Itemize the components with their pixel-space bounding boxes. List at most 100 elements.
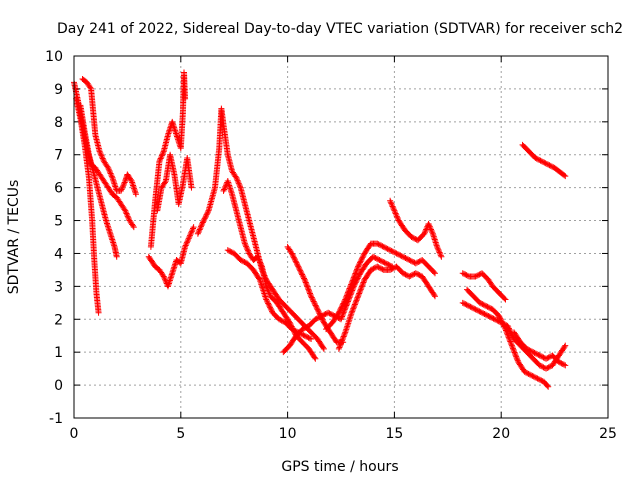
plus-marker [202, 214, 209, 221]
plus-marker [338, 340, 344, 347]
plus-marker [558, 360, 565, 367]
plus-marker [355, 262, 362, 269]
plus-marker [491, 316, 498, 323]
plus-marker [293, 260, 300, 267]
plus-marker [118, 186, 125, 193]
plus-marker [338, 339, 345, 346]
plus-marker [555, 359, 562, 366]
plus-marker [308, 294, 315, 301]
plus-marker [412, 270, 419, 277]
plus-marker [295, 264, 302, 271]
plus-marker [416, 272, 423, 279]
series-trace-t [519, 141, 569, 180]
plus-marker [107, 169, 114, 176]
plus-marker [512, 350, 519, 357]
plus-marker [97, 149, 104, 156]
plus-marker [255, 256, 262, 263]
plus-marker [505, 333, 512, 340]
y-tick-label: 2 [54, 312, 63, 328]
plus-marker [238, 257, 245, 264]
plus-marker [235, 178, 242, 185]
plus-marker [402, 255, 409, 262]
plus-marker [132, 191, 139, 198]
plus-marker [303, 280, 310, 287]
plus-marker [559, 361, 566, 368]
plus-marker [344, 291, 351, 298]
plus-marker [370, 253, 377, 260]
plus-marker [335, 309, 342, 316]
plus-marker [392, 210, 399, 217]
plus-marker [557, 359, 564, 366]
plus-marker [514, 357, 521, 364]
plus-marker [412, 260, 419, 267]
plus-marker [525, 370, 532, 377]
series-trace-f [147, 69, 189, 250]
plus-marker [513, 354, 520, 361]
plus-marker [545, 383, 552, 390]
plus-marker [535, 376, 542, 383]
plus-marker [352, 298, 359, 305]
plus-marker [338, 314, 345, 321]
plus-marker [526, 371, 533, 378]
plus-marker [127, 176, 134, 183]
plus-marker [540, 364, 547, 371]
plus-marker [314, 306, 321, 313]
plus-marker [502, 296, 509, 303]
plus-marker [307, 291, 314, 298]
series-trace-m [323, 240, 438, 333]
plus-marker [301, 276, 308, 283]
plus-marker [340, 334, 347, 341]
plus-marker [304, 285, 311, 292]
plus-marker [407, 257, 414, 264]
plus-marker [314, 314, 321, 321]
plus-marker [543, 365, 550, 372]
plus-marker [258, 262, 265, 269]
plus-marker [481, 302, 488, 309]
plus-marker [499, 319, 506, 326]
plus-marker [121, 206, 128, 213]
plus-marker [196, 226, 203, 233]
plus-marker [341, 330, 348, 337]
plus-marker [311, 354, 318, 361]
plus-marker [108, 173, 115, 180]
plus-marker [203, 211, 210, 218]
plus-marker [393, 211, 400, 218]
plus-marker [356, 260, 363, 267]
plus-marker [407, 272, 414, 279]
plus-marker [242, 241, 249, 248]
plus-marker [185, 236, 192, 243]
plus-marker [539, 353, 546, 360]
plus-marker [302, 278, 309, 285]
plus-marker [511, 348, 518, 355]
plus-marker [302, 279, 309, 286]
series-trace-o [387, 197, 445, 260]
series-trace-n [335, 263, 438, 352]
plus-marker [411, 235, 418, 242]
plus-marker [405, 256, 412, 263]
plus-marker [538, 377, 545, 384]
plus-marker [482, 311, 489, 318]
plus-marker [336, 344, 343, 351]
plus-marker [156, 158, 163, 165]
plus-marker [529, 372, 536, 379]
plus-marker [545, 364, 552, 371]
plus-marker [461, 270, 468, 277]
plus-marker [401, 254, 408, 261]
plus-marker [514, 356, 521, 363]
plus-marker [199, 219, 206, 226]
series-trace-i [220, 178, 319, 362]
plus-marker [485, 312, 492, 319]
plus-marker [376, 241, 383, 248]
plus-marker [348, 280, 355, 287]
plus-marker [512, 352, 519, 359]
plus-marker [422, 227, 429, 234]
plus-marker [263, 283, 270, 290]
plus-marker [545, 161, 552, 168]
plus-marker [535, 351, 542, 358]
plus-marker [344, 289, 351, 296]
plus-marker [233, 176, 240, 183]
plus-marker [300, 332, 307, 339]
plus-marker [340, 299, 347, 306]
plus-marker [317, 313, 324, 320]
plus-marker [335, 310, 342, 317]
